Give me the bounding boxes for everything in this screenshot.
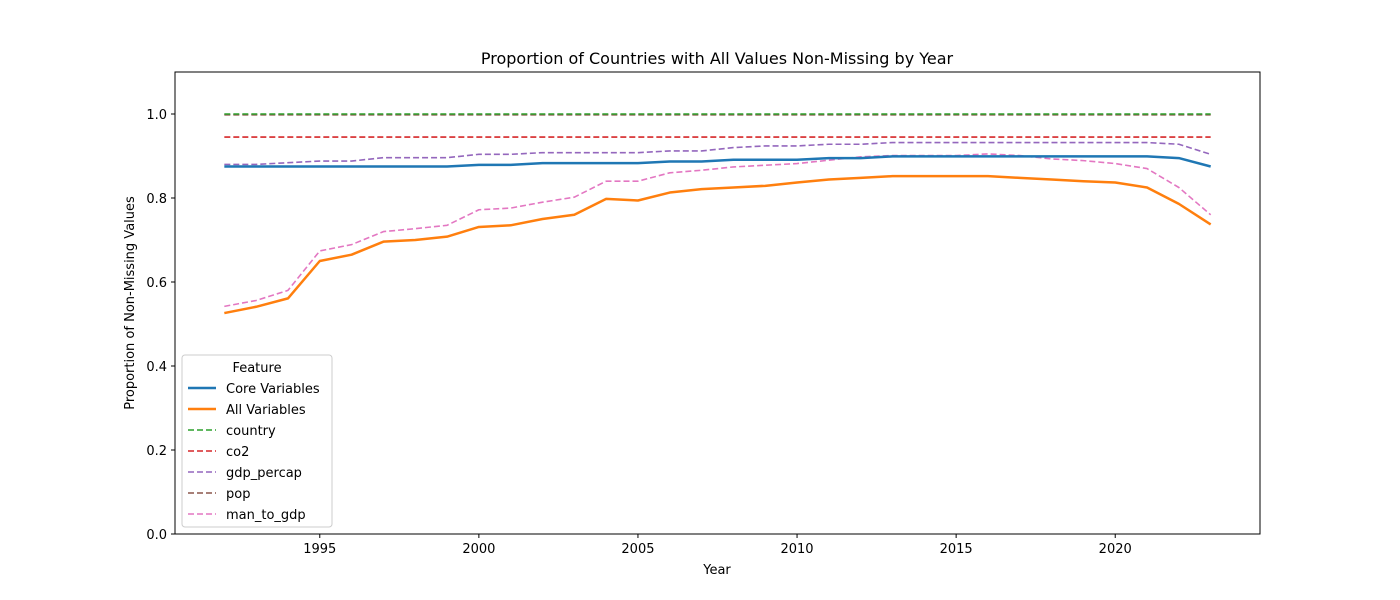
- y-tick-label: 0.6: [146, 276, 167, 291]
- y-axis-label: Proportion of Non-Missing Values: [123, 196, 138, 410]
- x-tick-label: 2005: [621, 542, 654, 557]
- legend-label: All Variables: [226, 403, 306, 418]
- legend-label: pop: [226, 487, 250, 502]
- axes-layer: 1995 2000 2005 2010 2015 2020 0.0 0.2 0.4 0.6 0.8 1…: [146, 108, 1131, 557]
- x-tick-label: 2020: [1099, 542, 1132, 557]
- legend-items: Core Variables All Variables country co2 gdp…: [188, 382, 320, 523]
- legend-label: co2: [226, 445, 249, 460]
- legend-box: [181, 354, 333, 528]
- y-tick-label: 0.4: [146, 360, 167, 375]
- series-line-gdp-percap: [224, 141, 1211, 166]
- x-tick-label: 2010: [780, 542, 813, 557]
- chart-title: Proportion of Countries with All Values …: [481, 49, 954, 68]
- series-line-all-variables: [224, 174, 1212, 315]
- legend-label: man_to_gdp: [226, 508, 306, 523]
- plot-frame: [174, 71, 1261, 535]
- legend-label: gdp_percap: [226, 466, 302, 481]
- x-axis-label: Year: [702, 563, 731, 578]
- y-tick-label: 0.8: [146, 192, 167, 207]
- x-tick-label: 2000: [462, 542, 495, 557]
- legend-label: country: [226, 424, 276, 439]
- x-tick-label: 1995: [303, 542, 336, 557]
- legend: Feature Core Variables All Variables count…: [181, 354, 333, 528]
- legend-label: Core Variables: [226, 382, 320, 397]
- series-line-core-variables: [224, 155, 1211, 168]
- x-tick-label: 2015: [940, 542, 973, 557]
- series-line-man-to-gdp: [224, 153, 1212, 308]
- legend-title: Feature: [232, 361, 281, 376]
- y-tick-label: 0.0: [146, 528, 167, 543]
- y-tick-label: 1.0: [146, 108, 167, 123]
- y-tick-label: 0.2: [146, 444, 167, 459]
- series-layer: [224, 113, 1212, 315]
